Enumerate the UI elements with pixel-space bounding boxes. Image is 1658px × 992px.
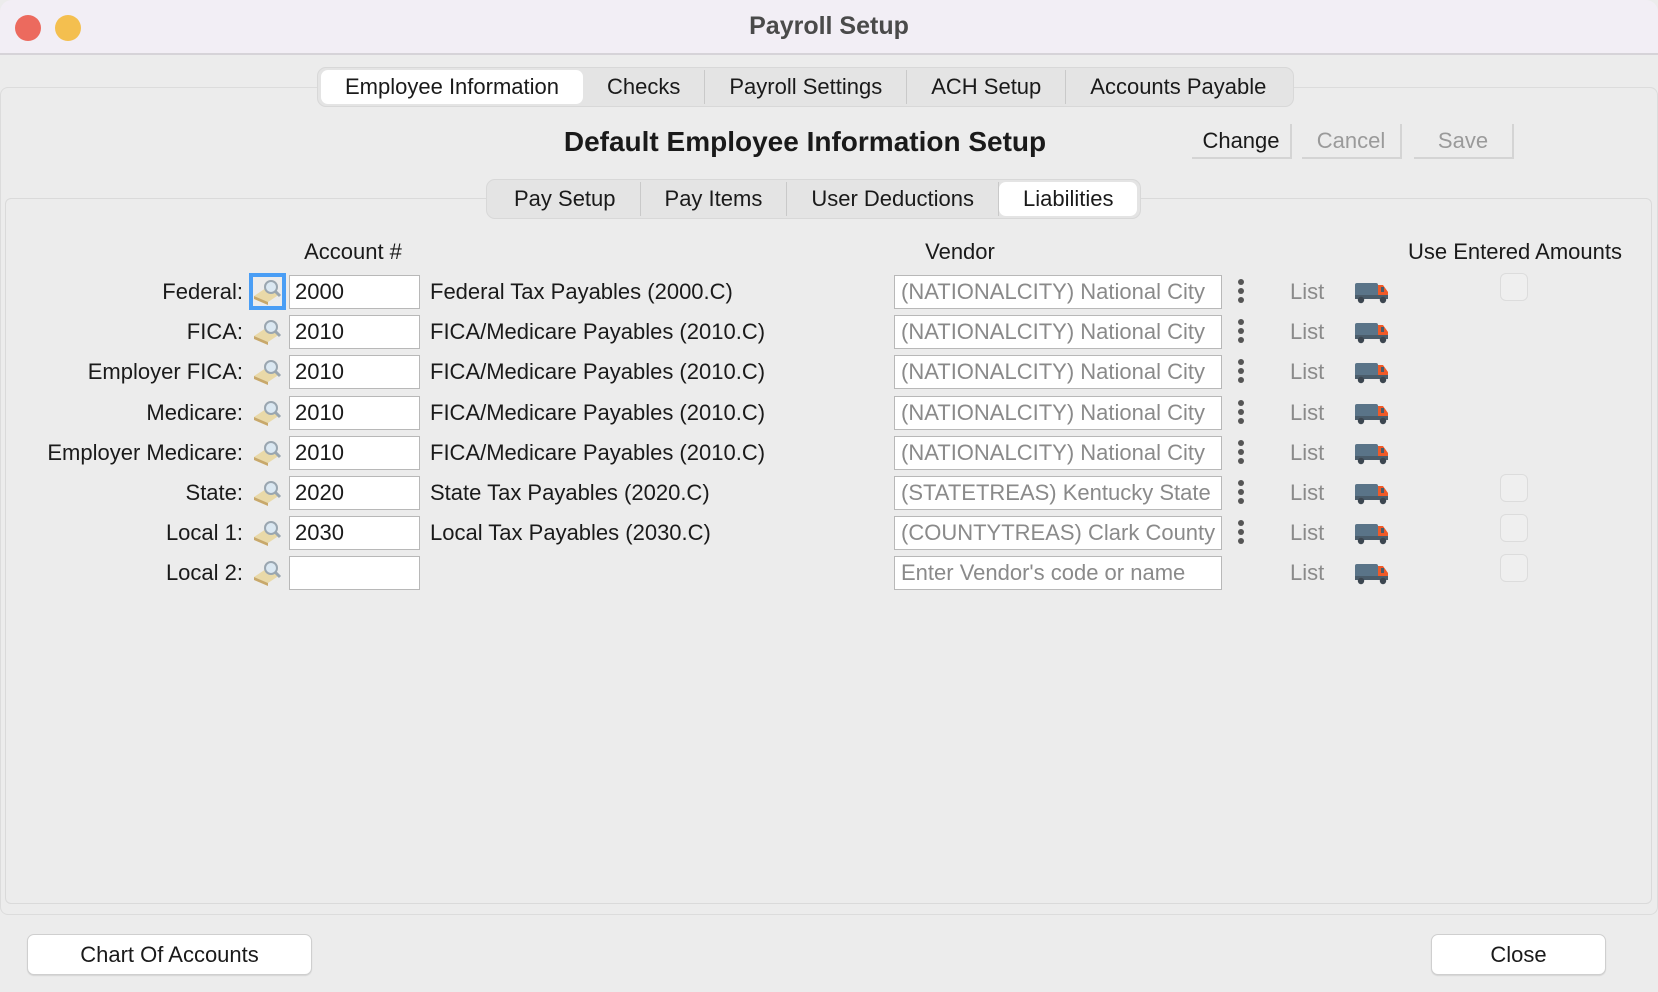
account-input[interactable]: 2010 bbox=[289, 355, 420, 390]
account-description: State Tax Payables (2020.C) bbox=[430, 480, 710, 505]
vendor-list-link[interactable]: List bbox=[1290, 319, 1325, 345]
more-options-icon[interactable] bbox=[1238, 517, 1246, 547]
account-search-icon[interactable] bbox=[252, 397, 283, 428]
tab-payroll-settings[interactable]: Payroll Settings bbox=[705, 70, 908, 104]
vendor-input[interactable]: (NATIONALCITY) National City bbox=[894, 315, 1222, 350]
vendor-truck-icon[interactable] bbox=[1355, 280, 1389, 304]
tab-accounts-payable[interactable]: Accounts Payable bbox=[1090, 74, 1267, 99]
account-description: FICA/Medicare Payables (2010.C) bbox=[430, 439, 766, 465]
change-button[interactable]: Change bbox=[1192, 124, 1292, 159]
vendor-truck-icon[interactable] bbox=[1355, 521, 1389, 545]
page-title: Default Employee Information Setup bbox=[563, 126, 1047, 157]
account-description: Federal Tax Payables (2000.C) bbox=[430, 279, 733, 304]
main-tabs: Employee Information Checks Payroll Sett… bbox=[317, 67, 1295, 107]
vendor-input[interactable]: (NATIONALCITY) National City bbox=[894, 355, 1222, 390]
sub-tabs: Pay Setup Pay Items User Deductions Liab… bbox=[486, 179, 1142, 219]
account-input[interactable]: 2010 bbox=[289, 315, 420, 350]
tab-liabilities[interactable]: Liabilities bbox=[998, 182, 1138, 216]
row-label: Federal: bbox=[162, 279, 243, 304]
tab-ach-setup[interactable]: ACH Setup bbox=[907, 70, 1067, 104]
chart-of-accounts-button[interactable]: Chart Of Accounts bbox=[27, 934, 312, 975]
account-input[interactable]: 2000 bbox=[289, 275, 420, 309]
tab-employee-information[interactable]: Employee Information bbox=[321, 70, 583, 104]
more-options-icon[interactable] bbox=[1238, 316, 1246, 346]
window-title: Payroll Setup bbox=[749, 12, 909, 40]
vendor-truck-icon[interactable] bbox=[1355, 441, 1389, 465]
use-entered-amounts-checkbox[interactable] bbox=[1500, 554, 1528, 583]
vendor-input[interactable]: (NATIONALCITY) National City bbox=[894, 435, 1222, 470]
account-description: Local Tax Payables (2030.C) bbox=[430, 520, 711, 546]
vendor-list-link[interactable]: List bbox=[1290, 520, 1325, 546]
minimize-window-button[interactable] bbox=[55, 15, 81, 41]
more-options-icon[interactable] bbox=[1238, 437, 1246, 467]
account-description: FICA/Medicare Payables (2010.C) bbox=[430, 399, 766, 425]
account-search-icon[interactable] bbox=[252, 356, 283, 387]
vendor-input[interactable]: (NATIONALCITY) National City bbox=[894, 395, 1222, 430]
account-search-icon[interactable] bbox=[252, 316, 283, 347]
vendor-column-header: Vendor bbox=[925, 239, 995, 264]
account-search-icon[interactable] bbox=[252, 517, 283, 548]
account-description: FICA/Medicare Payables (2010.C) bbox=[430, 359, 766, 385]
account-input[interactable]: 2010 bbox=[289, 395, 420, 430]
close-window-button[interactable] bbox=[15, 15, 41, 41]
account-input[interactable]: 2020 bbox=[289, 476, 420, 510]
title-bar bbox=[0, 0, 1658, 55]
vendor-truck-icon[interactable] bbox=[1355, 320, 1389, 344]
use-entered-amounts-checkbox[interactable] bbox=[1500, 474, 1528, 502]
vendor-list-link[interactable]: List bbox=[1290, 279, 1325, 304]
vendor-truck-icon[interactable] bbox=[1355, 481, 1389, 505]
account-search-icon[interactable] bbox=[252, 557, 283, 588]
tab-pay-setup[interactable]: Pay Setup bbox=[490, 182, 641, 216]
more-options-icon[interactable] bbox=[1238, 356, 1246, 386]
use-entered-amounts-checkbox[interactable] bbox=[1500, 273, 1528, 301]
vendor-input[interactable]: (COUNTYTREAS) Clark County bbox=[894, 516, 1222, 551]
tab-checks[interactable]: Checks bbox=[583, 70, 706, 104]
account-column-header: Account # bbox=[304, 239, 402, 264]
more-options-icon[interactable] bbox=[1238, 397, 1246, 427]
vendor-list-link[interactable]: List bbox=[1290, 399, 1325, 425]
row-label: Employer FICA: bbox=[87, 359, 243, 385]
row-label: Local 2: bbox=[165, 560, 243, 586]
vendor-input[interactable]: (STATETREAS) Kentucky State bbox=[894, 476, 1222, 510]
account-input[interactable] bbox=[289, 556, 420, 591]
liabilities-panel bbox=[5, 198, 1652, 904]
row-label: Medicare: bbox=[146, 399, 243, 425]
row-label: FICA: bbox=[186, 319, 243, 345]
vendor-truck-icon[interactable] bbox=[1355, 360, 1389, 384]
vendor-list-link[interactable]: List bbox=[1290, 480, 1325, 505]
use-entered-amounts-checkbox[interactable] bbox=[1500, 514, 1528, 543]
cancel-button[interactable]: Cancel bbox=[1302, 124, 1402, 159]
vendor-list-link[interactable]: List bbox=[1290, 359, 1325, 385]
account-search-icon[interactable] bbox=[252, 437, 283, 468]
tab-pay-items[interactable]: Pay Items bbox=[641, 182, 788, 216]
account-search-icon[interactable] bbox=[249, 273, 286, 310]
row-label: Employer Medicare: bbox=[47, 439, 243, 465]
row-label: Local 1: bbox=[165, 520, 243, 546]
account-description: FICA/Medicare Payables (2010.C) bbox=[430, 319, 766, 345]
vendor-truck-icon[interactable] bbox=[1355, 401, 1389, 425]
tab-user-deductions[interactable]: User Deductions bbox=[787, 182, 999, 216]
vendor-list-link[interactable]: List bbox=[1290, 560, 1325, 586]
save-button[interactable]: Save bbox=[1414, 124, 1514, 159]
more-options-icon[interactable] bbox=[1238, 276, 1246, 306]
vendor-list-link[interactable]: List bbox=[1290, 439, 1325, 465]
account-search-icon[interactable] bbox=[252, 477, 283, 508]
more-options-icon[interactable] bbox=[1238, 477, 1246, 507]
vendor-input[interactable]: Enter Vendor's code or name bbox=[894, 556, 1222, 591]
account-input[interactable]: 2010 bbox=[289, 435, 420, 470]
account-input[interactable]: 2030 bbox=[289, 516, 420, 551]
close-button[interactable]: Close bbox=[1431, 934, 1606, 975]
vendor-truck-icon[interactable] bbox=[1355, 561, 1389, 585]
vendor-input[interactable]: (NATIONALCITY) National City bbox=[894, 275, 1222, 309]
use-entered-amounts-header: Use Entered Amounts bbox=[1407, 239, 1622, 264]
row-label: State: bbox=[185, 480, 243, 505]
